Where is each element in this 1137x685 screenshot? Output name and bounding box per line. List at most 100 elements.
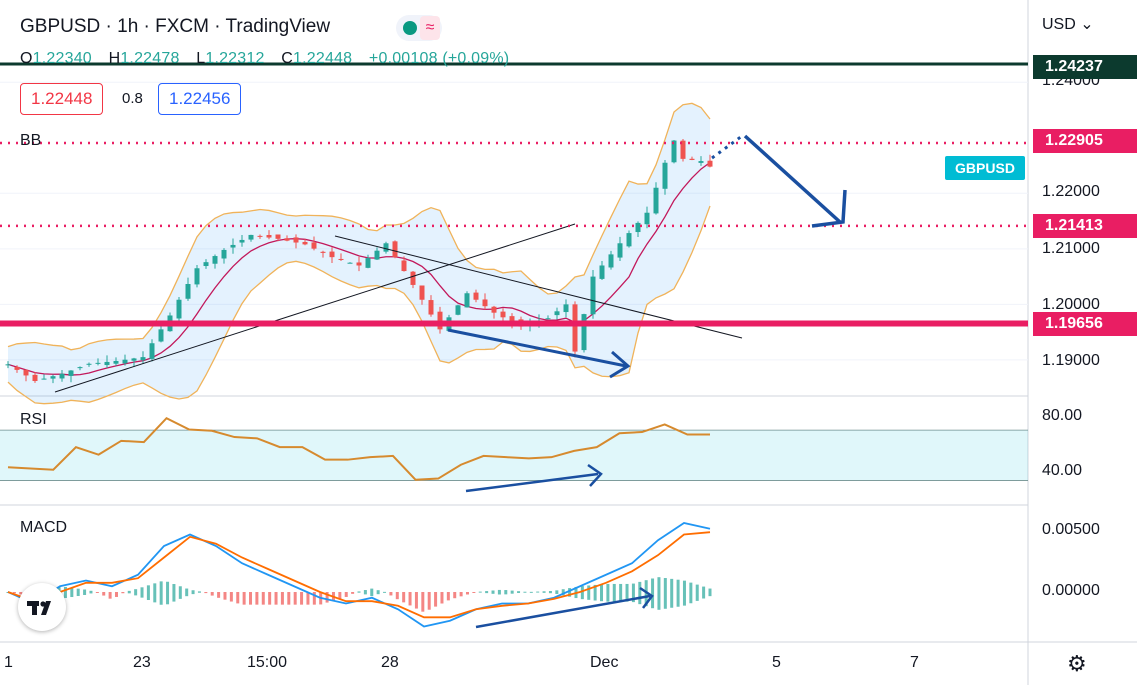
macd-histogram-bar xyxy=(682,580,686,606)
macd-histogram-bar xyxy=(485,591,489,594)
candle xyxy=(320,251,326,253)
candle xyxy=(113,361,119,364)
macd-histogram-bar xyxy=(121,592,125,594)
macd-histogram-bar xyxy=(12,592,16,594)
rsi-tick: 40.00 xyxy=(1042,462,1083,479)
macd-histogram-bar xyxy=(210,592,214,596)
tradingview-logo-icon xyxy=(27,601,51,615)
candle xyxy=(41,378,47,380)
candle xyxy=(410,271,416,285)
candle xyxy=(347,262,353,264)
candle xyxy=(293,237,299,243)
candle xyxy=(221,249,227,259)
macd-tick: 0.00000 xyxy=(1042,582,1100,599)
candle xyxy=(68,370,74,376)
macd-histogram-bar xyxy=(108,592,112,599)
macd-histogram-bar xyxy=(249,592,253,605)
chevron-down-icon: ⌄ xyxy=(1075,16,1094,33)
price-tick: 1.20000 xyxy=(1042,296,1100,313)
candle xyxy=(392,241,398,258)
macd-histogram-bar xyxy=(357,591,361,593)
macd-histogram-bar xyxy=(389,592,393,596)
candle xyxy=(266,234,272,238)
macd-histogram-bar xyxy=(600,584,604,602)
macd-histogram-bar xyxy=(204,592,208,594)
macd-histogram-bar xyxy=(478,591,482,593)
candle xyxy=(329,251,335,258)
rsi-line xyxy=(7,416,710,481)
macd-histogram-bar xyxy=(631,583,635,603)
candle xyxy=(311,242,317,249)
macd-histogram-bar xyxy=(274,592,278,605)
candle xyxy=(626,233,632,247)
candle xyxy=(617,243,623,258)
candle xyxy=(581,314,587,351)
candle xyxy=(653,187,659,214)
macd-histogram-bar xyxy=(166,581,170,605)
macd-histogram-bar xyxy=(63,586,67,599)
candle xyxy=(275,234,281,239)
macd-histogram-bar xyxy=(159,581,163,605)
macd-histogram-bar xyxy=(312,592,316,605)
macd-histogram-bar xyxy=(580,586,584,600)
candle xyxy=(50,376,56,379)
candle xyxy=(356,262,362,266)
candle xyxy=(104,361,110,366)
macd-histogram-bar xyxy=(395,592,399,600)
time-tick: Dec xyxy=(590,654,619,671)
macd-histogram-bar xyxy=(402,592,406,603)
trendline xyxy=(54,223,576,393)
high-label: H xyxy=(108,50,121,67)
forecast-dotted-line xyxy=(711,134,743,160)
chart-title: GBPUSD · 1h · FXCM · TradingView xyxy=(20,16,331,37)
buy-button[interactable]: 1.22456 xyxy=(158,83,242,115)
bb-upper-line xyxy=(7,102,711,351)
macd-histogram-bar xyxy=(465,592,469,595)
tradingview-logo[interactable] xyxy=(18,583,66,631)
close-label: C xyxy=(281,50,294,67)
macd-histogram-bar xyxy=(421,592,425,612)
candle xyxy=(203,262,209,267)
candle xyxy=(140,357,146,361)
wave-icon: ≈ xyxy=(420,16,440,40)
time-tick: 15:00 xyxy=(247,654,288,671)
market-status-icon xyxy=(403,21,417,35)
price-tag-high: 1.24237 xyxy=(1033,55,1137,79)
candle xyxy=(185,284,191,299)
candle xyxy=(599,265,605,279)
divergence-arrowhead xyxy=(609,350,631,379)
macd-histogram-bar xyxy=(363,590,367,595)
currency-select[interactable]: USD ⌄ xyxy=(1042,14,1094,34)
candle xyxy=(248,234,254,240)
macd-histogram-bar xyxy=(497,589,501,595)
candle xyxy=(122,359,128,364)
candle xyxy=(86,363,92,365)
macd-histogram-bar xyxy=(587,585,591,600)
candle xyxy=(383,243,389,252)
macd-histogram-bar xyxy=(593,584,597,601)
rsi-legend[interactable]: RSI xyxy=(20,411,47,428)
bb-legend[interactable]: BB xyxy=(20,132,42,149)
candle xyxy=(374,250,380,260)
macd-histogram-bar xyxy=(453,592,457,599)
candle xyxy=(491,306,497,313)
macd-histogram-bar xyxy=(146,585,150,601)
time-tick: 23 xyxy=(133,654,151,671)
settings-gear-icon[interactable]: ⚙ xyxy=(1067,651,1087,676)
indicator-toggle[interactable]: ≈ xyxy=(396,15,442,41)
macd-histogram-bar xyxy=(561,589,565,596)
macd-divergence-arrow xyxy=(475,594,651,629)
macd-legend[interactable]: MACD xyxy=(20,519,68,536)
macd-histogram-bar xyxy=(300,592,304,605)
macd-histogram-bar xyxy=(153,583,157,603)
macd-histogram-bar xyxy=(178,586,182,599)
candle xyxy=(428,300,434,315)
time-tick: 7 xyxy=(910,654,919,671)
macd-histogram-bar xyxy=(95,592,99,593)
macd-histogram-bar xyxy=(261,592,265,605)
sell-button[interactable]: 1.22448 xyxy=(20,83,104,115)
macd-histogram-bar xyxy=(185,588,189,597)
macd-histogram-bar xyxy=(293,592,297,605)
candle xyxy=(464,293,470,308)
